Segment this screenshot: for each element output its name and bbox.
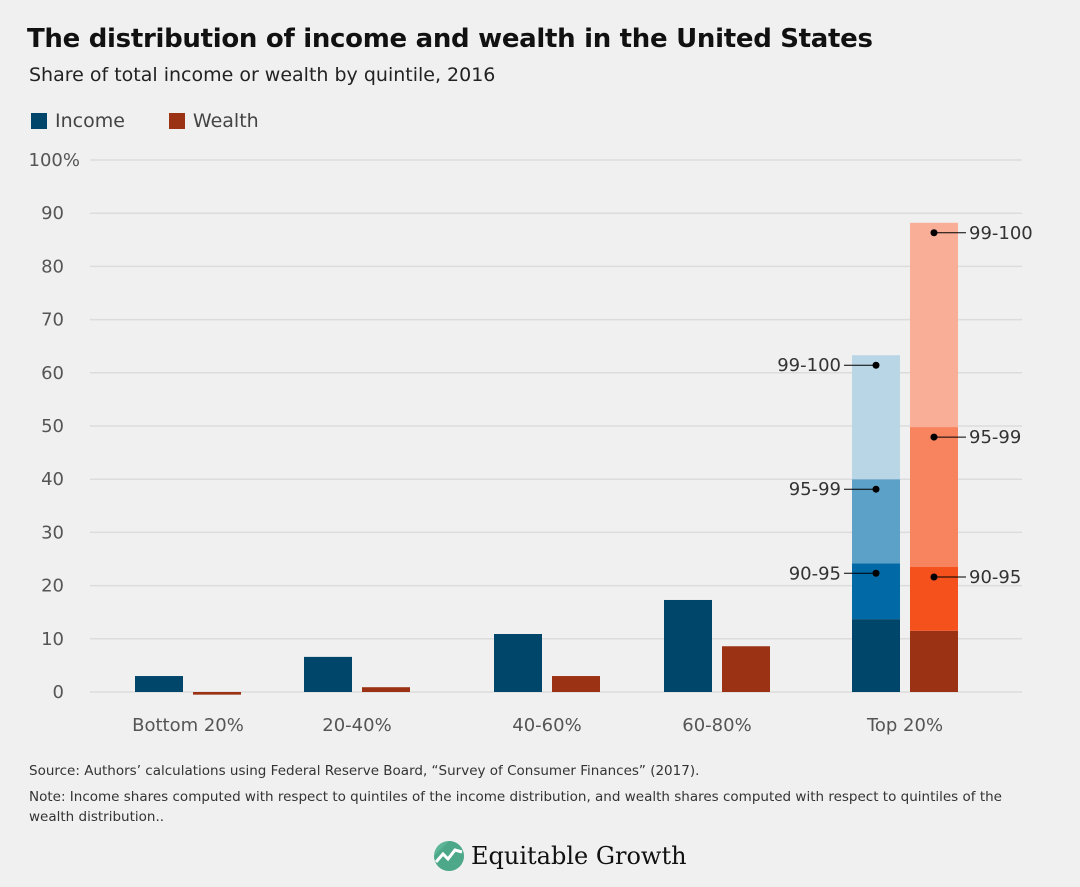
bar-segment <box>852 619 900 692</box>
bar-wealth <box>722 646 770 692</box>
y-tick-label: 20 <box>41 576 64 597</box>
footnote: Note: Income shares computed with respec… <box>29 789 1002 825</box>
logo: Equitable Growth <box>433 840 687 872</box>
x-tick-label: Top 20% <box>866 715 943 736</box>
x-tick-label: 60-80% <box>682 715 751 736</box>
x-tick-label: 40-60% <box>512 715 581 736</box>
y-tick-label: 50 <box>41 416 64 437</box>
bar-income <box>494 634 542 692</box>
y-tick-label: 90 <box>41 203 64 224</box>
logo-text: Equitable Growth <box>471 842 687 870</box>
chart-title: The distribution of income and wealth in… <box>27 24 873 54</box>
bar-income <box>304 656 352 692</box>
source-note: Source: Authors’ calculations using Fede… <box>29 763 700 779</box>
y-tick-label: 60 <box>41 363 64 384</box>
annotation-label: 95-99 <box>789 479 841 500</box>
y-tick-label: 70 <box>41 310 64 331</box>
x-tick-label: Bottom 20% <box>132 715 244 736</box>
legend-swatch-wealth <box>168 113 185 129</box>
y-tick-label: 80 <box>41 256 64 277</box>
legend-label: Wealth <box>192 110 259 132</box>
annotation-label: 95-99 <box>969 427 1021 448</box>
y-tick-label: 10 <box>41 629 64 650</box>
bar-wealth <box>193 692 241 695</box>
legend-item-income: Income <box>31 110 125 132</box>
bar-income <box>664 599 712 692</box>
annotation-label: 99-100 <box>969 223 1033 244</box>
annotation-label: 90-95 <box>969 567 1021 588</box>
logo-icon <box>434 841 464 871</box>
bar-segment <box>910 222 958 428</box>
x-tick-label: 20-40% <box>322 715 391 736</box>
bar-wealth <box>552 676 600 692</box>
chart-subtitle: Share of total income or wealth by quint… <box>29 64 496 86</box>
bar-segment <box>852 479 900 564</box>
annotation-label: 99-100 <box>777 355 841 376</box>
bar-segment <box>910 630 958 692</box>
legend-item-wealth: Wealth <box>168 110 259 132</box>
bar-segment <box>852 355 900 480</box>
annotation-label: 90-95 <box>789 563 841 584</box>
y-tick-label: 100% <box>29 150 80 171</box>
legend-label: Income <box>55 110 125 132</box>
y-tick-label: 40 <box>41 469 64 490</box>
y-tick-label: 30 <box>41 522 64 543</box>
bar-segment <box>910 427 958 567</box>
legend-swatch-income <box>31 113 47 129</box>
y-tick-label: 0 <box>53 682 64 703</box>
legend: Income Wealth <box>31 110 259 132</box>
bar-wealth <box>362 687 410 692</box>
bar-income <box>135 676 183 692</box>
